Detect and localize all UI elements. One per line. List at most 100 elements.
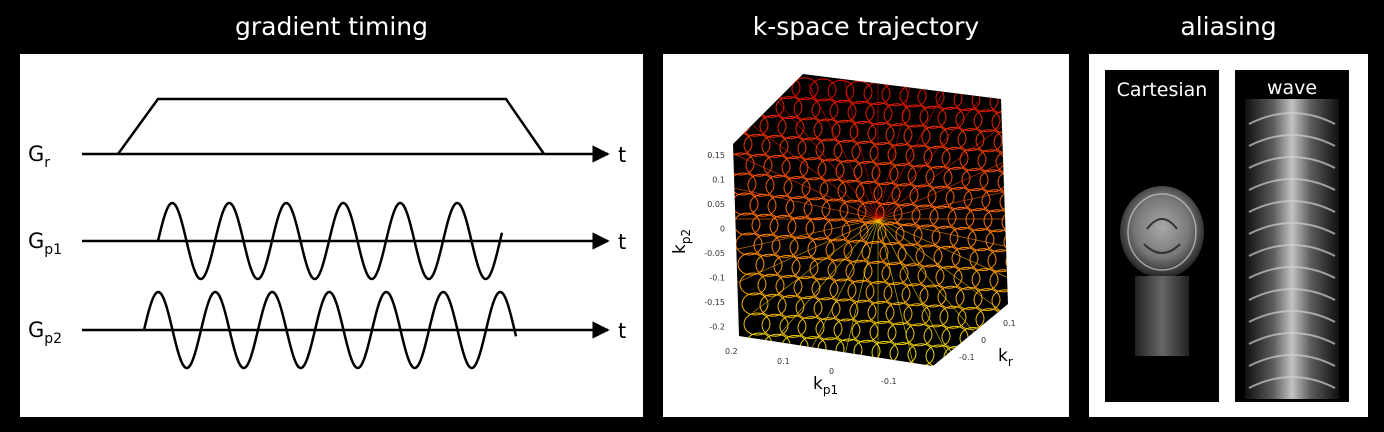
kspace-y-tick: 0.05 [707,200,725,209]
gr-trapezoid [116,97,546,155]
kspace-spiral-loop [769,214,797,238]
kspace-radial-line [808,218,879,355]
kspace-spiral-loop [815,317,843,341]
kspace-spiral-loop [1016,351,1042,373]
wave-alias-bands [1248,112,1336,389]
gp2-t-label: t [618,319,626,343]
kspace-spiral-loop [949,226,977,250]
kspace-spiral-loop [789,236,817,260]
kspace-spiral-loop [983,209,1008,233]
kspace-spiral-loop [847,279,875,303]
kspace-title: k-space trajectory [752,12,980,41]
kspace-spiral-loop [989,269,1008,293]
kspace-spiral-loop [741,292,769,316]
wave-label: wave [1267,77,1317,99]
kspace-y-tick: -0.1 [709,274,725,283]
aliasing-title: aliasing [1180,12,1277,41]
kspace-y-tick: -0.05 [704,249,725,258]
cartesian-head [1120,186,1204,278]
kspace-spiral-loop [1003,230,1008,254]
kspace-spiral-loop [865,102,893,126]
kspace-radial-line [777,218,879,337]
kspace-spiral-loop [775,274,803,298]
kspace-spiral-loop [929,205,957,229]
kspace-spiral-loop [887,322,915,346]
kspace-spiral-loop [811,98,839,122]
wave-alias-band [1248,134,1336,147]
kspace-spiral-loop [819,178,847,202]
wave-alias-band [1248,178,1336,191]
kspace-spiral-loop [879,242,907,266]
kspace-cube [733,74,1008,366]
kspace-radial-line [877,218,1008,285]
kspace-z-tick: 0.1 [1003,319,1016,328]
kspace-spiral-loop [861,240,889,264]
gr-t-label: t [618,143,626,167]
kspace-spiral-loop [915,244,943,268]
kspace-spiral-loop [733,152,755,176]
kspace-spiral-loop [739,93,767,117]
wave-alias-band [1248,244,1336,257]
kspace-spiral-loop [945,186,973,210]
kspace-spiral-loop [965,208,993,232]
kspace-radial-line [877,218,914,366]
kspace-radial-line [733,185,879,220]
kspace-spiral-loop [865,280,893,304]
kspace-x-tick: 0 [829,367,834,376]
kspace-spiral-loop [941,146,969,170]
wave-alias-band [1248,332,1336,345]
kspace-spiral-loop [919,105,947,129]
gp2-label: Gp2 [28,318,62,347]
kspace-spiral-loop [827,258,855,282]
kspace-spiral-loop [849,120,877,144]
kspace-spiral-loop [791,77,819,101]
kspace-radial-line [733,218,879,285]
kspace-spiral-loop [867,300,895,324]
kspace-y-ticks: 0.15 0.1 0.05 0 -0.05 -0.1 -0.15 -0.2 [704,151,725,332]
kspace-x-label: kp1 [813,374,838,397]
cartesian-label: Cartesian [1117,79,1208,101]
kspace-spiral-loop [899,263,927,287]
kspace-radial-line [877,218,1004,313]
kspace-spiral-loop [999,190,1008,214]
kspace-radial-line [877,125,1004,220]
kspace-spiral-loop [799,157,827,181]
kspace-spiral-loop [903,124,931,148]
kspace-spiral-loop [923,145,951,169]
kspace-spiral-loop [969,248,997,272]
kspace-z-label: kr [998,346,1013,369]
kspace-spiral-loop [913,224,941,248]
kspace-spiral-loop [901,283,929,307]
kspace-spiral-loop [927,185,955,209]
kspace-spiral-loop [935,265,963,289]
kspace-y-tick: -0.15 [704,298,725,307]
kspace-spiral-loop [951,246,979,270]
kspace-radial-line [877,153,1008,220]
kspace-spiral-loop [751,213,779,237]
kspace-spiral-loop [959,148,987,172]
kspace-radial-line [752,125,879,220]
kspace-spiral-loop [937,285,965,309]
kspace-spiral-loop [797,316,825,340]
kspace-spiral-loop [845,80,873,104]
kspace-radial-line [877,83,948,220]
kspace-spiral-loop [997,170,1008,194]
kspace-spiral-loop [821,198,849,222]
wave-alias-band [1248,156,1336,169]
kspace-x-tick: 0.2 [725,347,738,356]
kspace-spiral-loop [733,92,749,116]
kspace-spiral-loop [1012,311,1038,333]
kspace-y-tick: 0.1 [712,176,725,185]
kspace-spiral-loop [953,266,981,290]
kspace-spiral-loop [1001,210,1008,234]
kspace-x-tick: -0.1 [881,377,897,386]
kspace-spiral-loop [755,74,783,98]
kspace-spiral-loop [813,297,841,321]
kspace-spiral-loop [831,298,859,322]
kspace-spiral-loop [745,153,773,177]
kspace-spiral-loop [895,223,923,247]
kspace-spiral-loop [797,137,825,161]
kspace-y-tick: -0.2 [709,323,725,332]
kspace-radial-line [877,218,948,355]
kspace-spiral-loop [775,96,803,120]
